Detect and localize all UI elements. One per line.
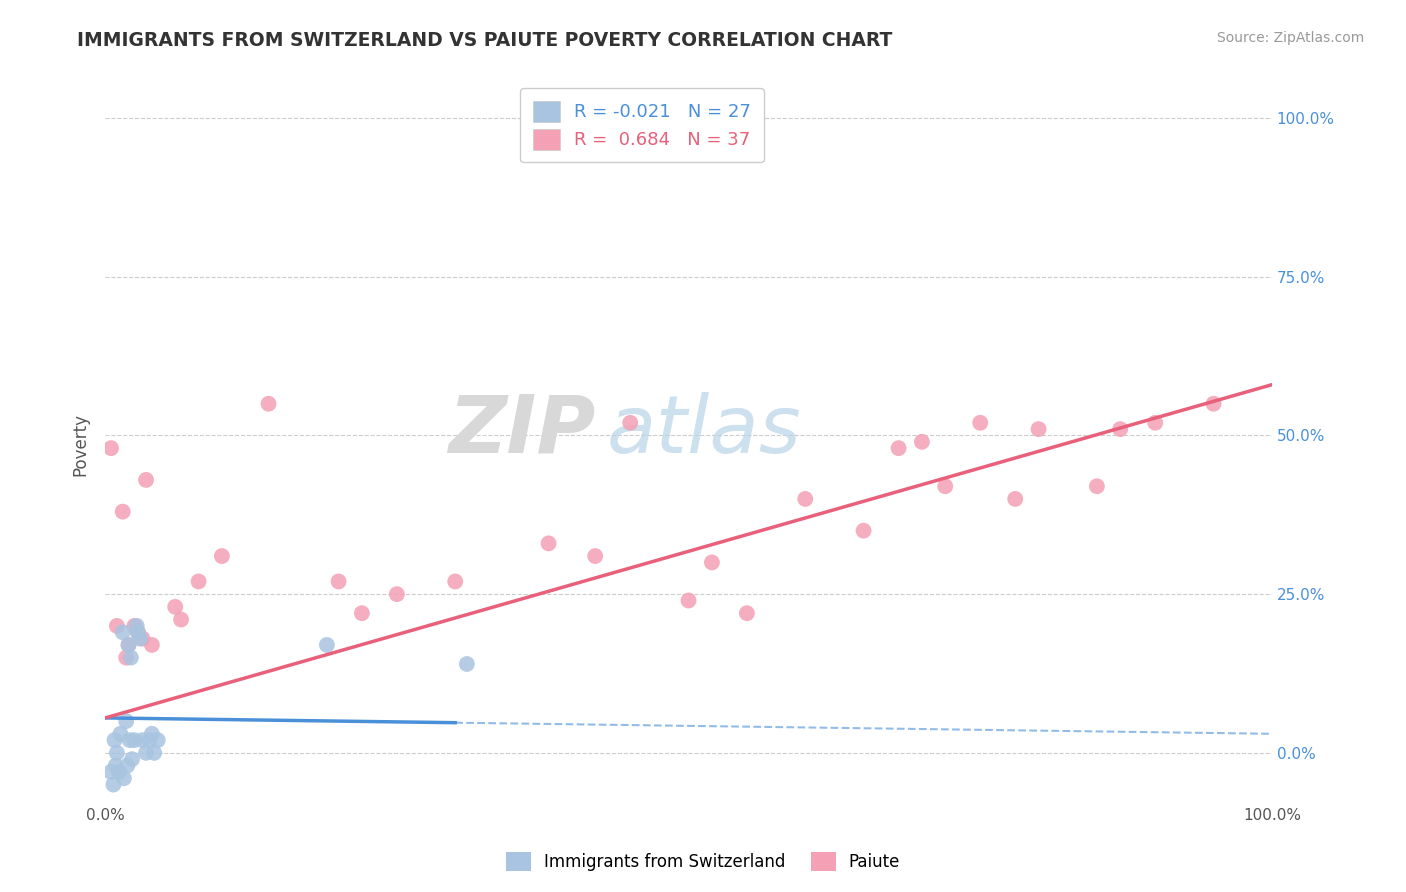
Point (111, 505, 134, 519)
Point (165, 599, 187, 614)
Point (131, 632, 153, 646)
Text: atlas: atlas (607, 392, 801, 470)
Point (315, 638, 337, 652)
Point (1085, 479, 1108, 493)
Point (1144, 416, 1167, 430)
Point (121, 752, 143, 766)
Point (117, 758, 139, 772)
Point (141, 638, 163, 652)
Point (1109, 422, 1132, 436)
Point (537, 536, 560, 550)
Text: Source: ZipAtlas.com: Source: ZipAtlas.com (1216, 31, 1364, 45)
Point (444, 574, 467, 589)
Point (124, 733, 146, 747)
Point (583, 549, 606, 563)
Point (103, 778, 125, 792)
Point (170, 613, 193, 627)
Point (105, 619, 128, 633)
Point (105, 746, 128, 760)
Point (1004, 491, 1026, 506)
Point (118, 733, 141, 747)
Point (969, 416, 991, 430)
Point (100, 764, 122, 779)
Point (127, 625, 149, 640)
Point (108, 764, 131, 779)
Point (934, 479, 956, 493)
Point (911, 434, 934, 449)
Point (456, 657, 478, 671)
Point (141, 727, 163, 741)
Text: ZIP: ZIP (449, 392, 595, 470)
Point (678, 593, 700, 607)
Point (125, 619, 148, 633)
Legend: R = -0.021   N = 27, R =  0.684   N = 37: R = -0.021 N = 27, R = 0.684 N = 37 (520, 88, 763, 162)
Point (887, 441, 910, 455)
Point (131, 733, 153, 747)
Point (129, 632, 152, 646)
Point (1202, 397, 1225, 411)
Point (135, 746, 157, 760)
Point (852, 524, 875, 538)
Point (794, 491, 817, 506)
Point (735, 606, 758, 620)
Point (143, 746, 166, 760)
Point (619, 416, 641, 430)
Point (211, 549, 233, 563)
Point (328, 574, 350, 589)
Point (115, 714, 138, 728)
Point (110, 727, 132, 741)
Point (146, 733, 169, 747)
Point (103, 733, 125, 747)
Point (120, 650, 142, 665)
Legend: Immigrants from Switzerland, Paiute: Immigrants from Switzerland, Paiute (498, 843, 908, 880)
Point (100, 441, 122, 455)
Point (104, 758, 127, 772)
Point (385, 587, 408, 601)
Point (117, 638, 139, 652)
Point (138, 733, 160, 747)
Point (112, 771, 135, 785)
Point (350, 606, 373, 620)
Point (700, 556, 723, 570)
Point (1028, 422, 1050, 436)
Point (135, 473, 157, 487)
Point (257, 397, 280, 411)
Text: IMMIGRANTS FROM SWITZERLAND VS PAIUTE POVERTY CORRELATION CHART: IMMIGRANTS FROM SWITZERLAND VS PAIUTE PO… (77, 31, 893, 50)
Y-axis label: Poverty: Poverty (72, 414, 89, 476)
Point (124, 619, 146, 633)
Point (187, 574, 209, 589)
Point (111, 625, 134, 640)
Point (127, 625, 149, 640)
Point (115, 650, 138, 665)
Point (117, 638, 139, 652)
